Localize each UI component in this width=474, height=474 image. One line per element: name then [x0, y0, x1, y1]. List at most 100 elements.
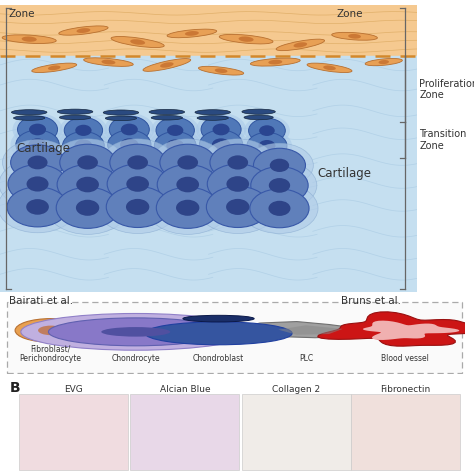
Ellipse shape: [219, 35, 273, 44]
Ellipse shape: [268, 60, 283, 64]
Bar: [19, 394, 128, 470]
Ellipse shape: [102, 127, 156, 163]
Ellipse shape: [258, 140, 275, 152]
Ellipse shape: [248, 118, 285, 143]
Ellipse shape: [379, 60, 389, 64]
Ellipse shape: [59, 26, 108, 35]
Ellipse shape: [242, 109, 275, 114]
Ellipse shape: [251, 166, 308, 204]
Ellipse shape: [8, 164, 67, 203]
Ellipse shape: [48, 318, 223, 346]
Ellipse shape: [38, 326, 64, 335]
Ellipse shape: [51, 139, 124, 186]
Ellipse shape: [160, 62, 173, 68]
Ellipse shape: [126, 199, 149, 215]
Ellipse shape: [242, 161, 317, 210]
Ellipse shape: [241, 183, 318, 233]
Ellipse shape: [59, 115, 108, 146]
Ellipse shape: [76, 28, 91, 33]
Text: Zone: Zone: [337, 9, 363, 19]
Text: Proliferation
Zone: Proliferation Zone: [419, 79, 474, 100]
Ellipse shape: [242, 129, 292, 163]
Ellipse shape: [207, 164, 268, 204]
Text: Fibroblast/
Perichondrocyte: Fibroblast/ Perichondrocyte: [20, 344, 82, 364]
Ellipse shape: [270, 159, 289, 172]
Ellipse shape: [57, 109, 93, 114]
Ellipse shape: [7, 187, 68, 227]
Ellipse shape: [121, 124, 138, 136]
Ellipse shape: [48, 159, 128, 210]
Ellipse shape: [250, 58, 300, 66]
Ellipse shape: [269, 178, 290, 193]
Ellipse shape: [111, 36, 164, 47]
Bar: [0, 5, 417, 56]
Ellipse shape: [107, 164, 168, 204]
Ellipse shape: [212, 124, 229, 136]
Ellipse shape: [101, 139, 174, 186]
Ellipse shape: [365, 58, 402, 66]
Ellipse shape: [226, 199, 249, 215]
Ellipse shape: [147, 181, 228, 234]
Ellipse shape: [259, 125, 275, 136]
Text: Transition
Zone: Transition Zone: [419, 129, 466, 151]
Ellipse shape: [247, 132, 287, 159]
Text: Bairati et al.: Bairati et al.: [9, 296, 73, 306]
Ellipse shape: [105, 116, 137, 120]
Ellipse shape: [185, 31, 199, 36]
Ellipse shape: [196, 113, 246, 146]
Ellipse shape: [47, 181, 128, 234]
Ellipse shape: [212, 138, 230, 151]
Ellipse shape: [59, 115, 91, 120]
Ellipse shape: [98, 158, 177, 210]
Ellipse shape: [348, 34, 361, 39]
Ellipse shape: [101, 60, 115, 64]
Text: B: B: [9, 381, 20, 395]
Ellipse shape: [130, 39, 145, 45]
Ellipse shape: [238, 36, 254, 42]
Ellipse shape: [64, 118, 102, 143]
Ellipse shape: [143, 59, 191, 72]
Ellipse shape: [27, 155, 47, 169]
Ellipse shape: [244, 116, 290, 146]
Ellipse shape: [63, 132, 104, 160]
Ellipse shape: [149, 109, 184, 115]
Ellipse shape: [56, 187, 119, 228]
Ellipse shape: [145, 322, 292, 345]
Ellipse shape: [32, 63, 77, 73]
Ellipse shape: [177, 155, 198, 170]
Ellipse shape: [109, 116, 149, 143]
Ellipse shape: [200, 130, 243, 159]
Ellipse shape: [128, 155, 148, 170]
Ellipse shape: [307, 63, 352, 73]
Ellipse shape: [197, 180, 279, 234]
Ellipse shape: [246, 143, 313, 187]
Text: Collagen 2: Collagen 2: [272, 384, 320, 393]
Ellipse shape: [110, 144, 165, 181]
Ellipse shape: [167, 29, 217, 38]
Ellipse shape: [199, 66, 244, 75]
Ellipse shape: [28, 138, 47, 151]
Ellipse shape: [11, 109, 47, 115]
Ellipse shape: [0, 181, 77, 233]
Bar: [130, 394, 239, 470]
Ellipse shape: [120, 138, 138, 151]
Bar: [0, 56, 417, 292]
Text: Chondroblast: Chondroblast: [193, 355, 244, 364]
Ellipse shape: [323, 65, 336, 70]
Ellipse shape: [176, 200, 200, 216]
Ellipse shape: [151, 116, 182, 120]
Ellipse shape: [22, 36, 37, 42]
Ellipse shape: [29, 124, 46, 136]
Ellipse shape: [108, 130, 151, 159]
Ellipse shape: [77, 155, 98, 170]
Ellipse shape: [27, 176, 48, 191]
Ellipse shape: [244, 115, 273, 120]
Ellipse shape: [201, 139, 274, 186]
Ellipse shape: [167, 125, 183, 136]
Ellipse shape: [57, 164, 118, 205]
Ellipse shape: [197, 116, 228, 120]
Ellipse shape: [228, 155, 248, 170]
Ellipse shape: [183, 315, 254, 322]
Ellipse shape: [160, 144, 216, 181]
Polygon shape: [318, 312, 474, 346]
